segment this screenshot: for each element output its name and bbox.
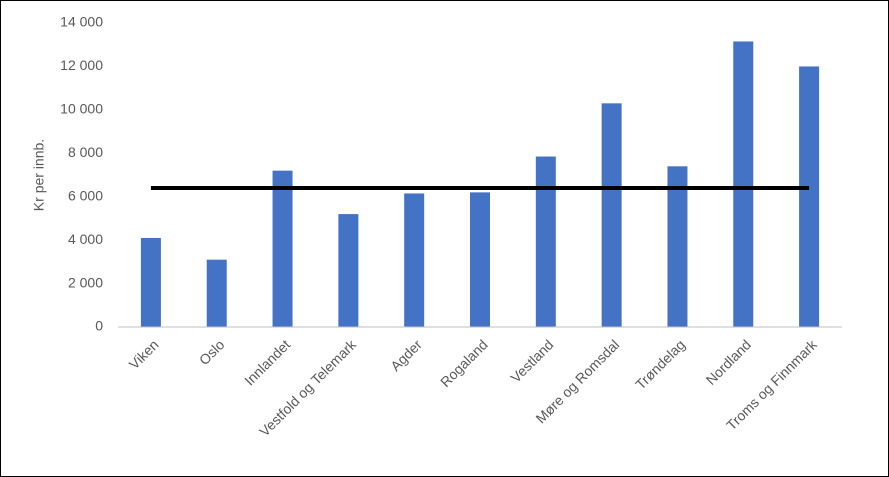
bar bbox=[470, 192, 490, 327]
bar bbox=[667, 166, 688, 327]
y-axis-label: Kr per innb. bbox=[31, 139, 47, 211]
y-tick-label: 0 bbox=[95, 318, 103, 334]
bar bbox=[140, 237, 161, 327]
y-tick-label: 2 000 bbox=[68, 274, 103, 290]
y-tick-label: 4 000 bbox=[68, 231, 103, 247]
bar bbox=[206, 259, 227, 327]
y-tick-label: 6 000 bbox=[68, 187, 103, 203]
bar bbox=[272, 170, 293, 327]
bar bbox=[601, 103, 622, 327]
bar bbox=[404, 193, 425, 327]
y-tick-label: 14 000 bbox=[60, 14, 103, 30]
y-tick-label: 10 000 bbox=[60, 101, 103, 117]
bar bbox=[799, 66, 820, 327]
bar bbox=[535, 156, 556, 327]
y-tick-label: 12 000 bbox=[60, 57, 103, 73]
y-tick-label: 8 000 bbox=[68, 144, 103, 160]
bar bbox=[338, 214, 359, 327]
bar bbox=[733, 41, 754, 327]
